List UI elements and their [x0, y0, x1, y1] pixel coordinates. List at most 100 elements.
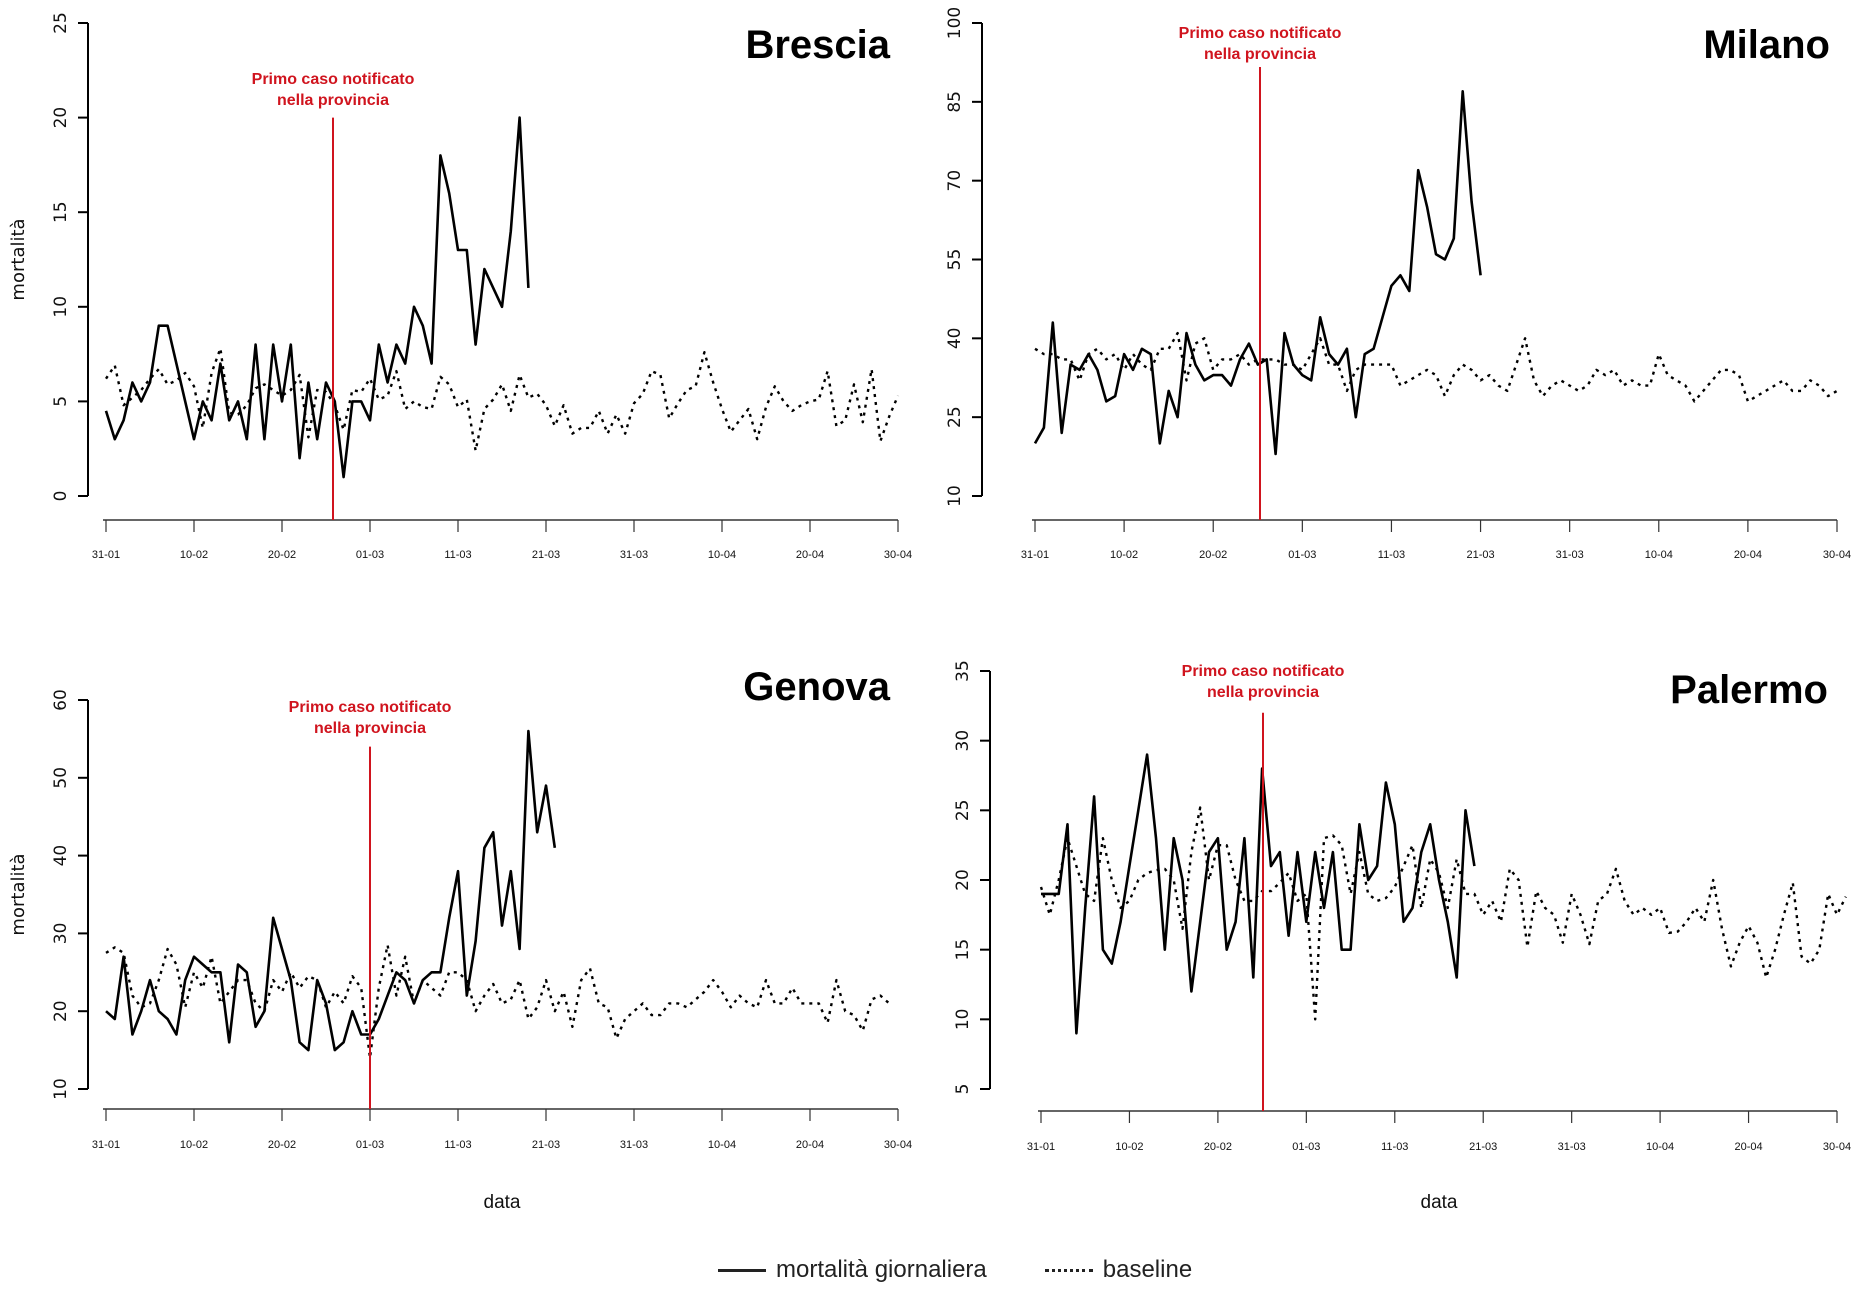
- series-daily-mortality-line: [104, 116, 530, 479]
- y-tick-label: 10: [945, 485, 965, 507]
- x-tick-label: 10-02: [1110, 549, 1138, 561]
- x-tick-label: 10-02: [180, 549, 208, 561]
- panel-milano: 10 25 40 55 70 85 100 31-01 10-02 20-02 01-03 11-03…: [945, 7, 1851, 561]
- y-tick-label: 55: [945, 249, 965, 271]
- panel-title: Milano: [1703, 23, 1830, 67]
- x-tick-label: 21-03: [532, 1139, 560, 1151]
- first-case-annotation-text: Primo caso notificato: [1179, 25, 1342, 42]
- y-tick-label: 5: [51, 396, 71, 407]
- y-tick-label: 20: [51, 107, 71, 129]
- x-axis-label: data: [484, 1192, 521, 1213]
- first-case-annotation-text: nella provincia: [314, 720, 426, 737]
- x-tick-label: 01-03: [1288, 549, 1316, 561]
- x-tick-label: 30-04: [1823, 1141, 1851, 1153]
- series-baseline-line: [105, 943, 890, 1060]
- y-tick-label: 30: [51, 923, 71, 945]
- series-daily-mortality-line: [1041, 753, 1476, 1035]
- y-tick-label: 25: [953, 800, 973, 822]
- x-tick-label: 20-04: [1734, 1141, 1762, 1153]
- y-tick-label: 15: [51, 201, 71, 223]
- y-axis-label: mortalità: [8, 218, 29, 300]
- x-tick-label: 31-03: [620, 1139, 648, 1151]
- y-tick-label: 25: [945, 406, 965, 428]
- y-tick-label: 85: [945, 91, 965, 113]
- y-tick-label: 20: [51, 1000, 71, 1022]
- x-tick-label: 30-04: [884, 1139, 912, 1151]
- x-tick-label: 30-04: [1823, 549, 1851, 561]
- y-tick-label: 25: [51, 12, 71, 34]
- first-case-annotation-text: Primo caso notificato: [1182, 663, 1345, 680]
- x-tick-label: 10-04: [1646, 1141, 1674, 1153]
- panel-brescia: 0 5 10 15 20 25 mortalità 31-01 10-02 20-02 01-03 1…: [8, 12, 912, 561]
- series-daily-mortality-line: [1033, 90, 1482, 456]
- legend-swatch-dotted: [1044, 1268, 1093, 1272]
- panel-title: Genova: [743, 665, 890, 709]
- legend-label-baseline: baseline: [1102, 1256, 1193, 1283]
- first-case-annotation-text: Primo caso notificato: [289, 699, 452, 716]
- x-tick-label: 20-04: [796, 549, 824, 561]
- series-baseline-line: [105, 347, 900, 452]
- y-tick-label: 40: [51, 845, 71, 867]
- x-axis-label: data: [1421, 1192, 1458, 1213]
- series-baseline-line: [1039, 806, 1847, 1021]
- y-tick-label: 60: [51, 689, 71, 711]
- x-tick-label: 21-03: [532, 549, 560, 561]
- y-tick-label: 20: [953, 869, 973, 891]
- x-tick-label: 11-03: [1378, 549, 1405, 561]
- x-tick-label: 20-04: [796, 1139, 824, 1151]
- y-tick-label: 35: [953, 660, 973, 682]
- x-tick-label: 31-01: [92, 549, 120, 561]
- x-tick-label: 21-03: [1466, 549, 1494, 561]
- x-tick-label: 01-03: [356, 549, 384, 561]
- first-case-annotation-text: Primo caso notificato: [252, 71, 415, 88]
- x-tick-label: 31-03: [1556, 549, 1584, 561]
- legend-swatch-solid: [718, 1268, 766, 1272]
- x-tick-label: 20-04: [1734, 549, 1762, 561]
- y-tick-label: 5: [953, 1084, 973, 1095]
- x-tick-label: 01-03: [1292, 1141, 1320, 1153]
- legend-item-baseline: baseline: [1044, 1256, 1193, 1284]
- x-tick-label: 01-03: [356, 1139, 384, 1151]
- x-tick-label: 31-03: [620, 549, 648, 561]
- panel-title: Palermo: [1670, 668, 1828, 712]
- x-tick-label: 10-04: [1645, 549, 1673, 561]
- y-tick-label: 70: [945, 170, 965, 192]
- x-tick-label: 11-03: [1381, 1141, 1408, 1153]
- first-case-annotation-text: nella provincia: [1207, 684, 1319, 701]
- panel-title: Brescia: [745, 23, 890, 67]
- y-tick-label: 0: [51, 491, 71, 502]
- panel-genova: 10 20 30 40 50 60 mortalità 31-01 10-02 20-02 01-0…: [8, 665, 912, 1213]
- y-tick-label: 30: [953, 730, 973, 752]
- y-axis-label: mortalità: [8, 853, 29, 935]
- y-tick-label: 50: [51, 767, 71, 789]
- series-baseline-line: [1034, 331, 1838, 403]
- x-tick-label: 21-03: [1469, 1141, 1497, 1153]
- x-tick-label: 20-02: [268, 549, 296, 561]
- x-tick-label: 31-01: [1027, 1141, 1055, 1153]
- x-tick-label: 31-01: [92, 1139, 120, 1151]
- y-tick-label: 100: [945, 7, 965, 39]
- x-tick-label: 30-04: [884, 549, 912, 561]
- x-tick-label: 31-01: [1021, 549, 1049, 561]
- x-tick-label: 11-03: [444, 1139, 471, 1151]
- legend: mortalità giornaliera baseline: [718, 1256, 1192, 1284]
- first-case-annotation-text: nella provincia: [1204, 46, 1316, 63]
- x-tick-label: 20-02: [1204, 1141, 1232, 1153]
- x-tick-label: 10-04: [708, 549, 736, 561]
- x-tick-label: 11-03: [444, 549, 471, 561]
- x-tick-label: 10-02: [180, 1139, 208, 1151]
- y-tick-label: 10: [953, 1009, 973, 1031]
- y-tick-label: 15: [953, 939, 973, 961]
- x-tick-label: 10-02: [1115, 1141, 1143, 1153]
- y-tick-label: 10: [51, 296, 71, 318]
- x-tick-label: 20-02: [1199, 549, 1227, 561]
- x-tick-label: 20-02: [268, 1139, 296, 1151]
- x-tick-label: 10-04: [708, 1139, 736, 1151]
- legend-label-daily: mortalità giornaliera: [776, 1256, 987, 1283]
- y-tick-label: 40: [945, 328, 965, 350]
- x-tick-label: 31-03: [1558, 1141, 1586, 1153]
- panel-palermo: 5 10 15 20 25 30 35 31-01 10-02 20-02 01-03 11-03 21…: [953, 660, 1851, 1213]
- series-daily-mortality-line: [105, 729, 557, 1052]
- first-case-annotation-text: nella provincia: [277, 92, 389, 109]
